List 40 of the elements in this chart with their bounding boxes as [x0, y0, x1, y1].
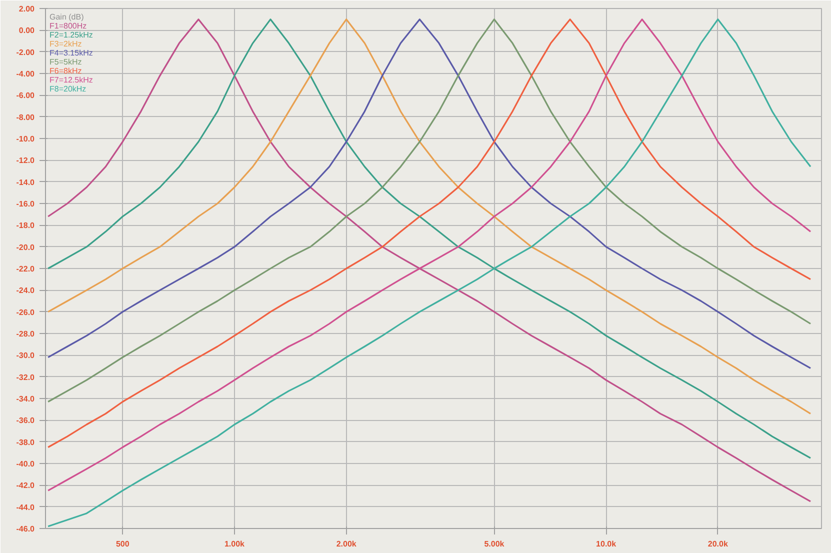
x-tick-label: 500 [116, 540, 130, 548]
y-tick-label: -6.00 [16, 91, 36, 100]
y-tick-label: -4.00 [16, 70, 36, 78]
y-tick-label: -42.0 [16, 481, 36, 490]
y-tick-label: -44.0 [16, 502, 36, 512]
y-tick-label: -8.00 [16, 112, 36, 122]
text: F4=3.15kHz [50, 48, 93, 58]
y-tick-label: -46.0 [16, 524, 36, 534]
y-tick-label: -2.00 [16, 48, 36, 57]
y-tick-label: -40.0 [16, 460, 36, 468]
x-tick-label: 5.00k [484, 540, 505, 548]
x-tick-label: 10.0k [596, 540, 617, 548]
y-tick-label: -10.0 [16, 134, 36, 144]
y-tick-label: -14.0 [16, 178, 36, 187]
legend-title: Gain (dB) [50, 12, 84, 22]
text: F5=5kHz [50, 58, 82, 66]
text: F6=8kHz [50, 66, 82, 76]
y-tick-label: -30.0 [16, 351, 36, 360]
text: F7=12.5kHz [50, 76, 93, 84]
y-tick-label: 0.00 [18, 26, 36, 36]
y-tick-label: -38.0 [16, 438, 36, 447]
y-tick-label: -34.0 [16, 394, 36, 404]
x-tick-label: 1.00k [224, 540, 246, 548]
text: F3=2kHz [50, 40, 82, 48]
y-tick-label: -22.0 [16, 264, 36, 274]
y-tick-label: -16.0 [16, 200, 36, 208]
y-tick-label: -24.0 [16, 286, 36, 296]
text: F2=1.25kHz [50, 30, 93, 40]
text: F8=20kHz [50, 84, 86, 94]
x-tick-label: 2.00k [336, 540, 357, 548]
y-tick-label: 2.00 [18, 4, 36, 14]
y-tick-label: -12.0 [16, 156, 36, 166]
text: F1=800Hz [50, 22, 87, 30]
y-tick-label: -18.0 [16, 221, 36, 230]
y-tick-label: -28.0 [16, 330, 36, 338]
y-tick-label: -20.0 [16, 242, 36, 252]
y-tick-label: -26.0 [16, 308, 36, 317]
y-tick-label: -32.0 [16, 372, 36, 382]
y-tick-label: -36.0 [16, 416, 36, 426]
x-tick-label: 20.0k [708, 540, 728, 548]
